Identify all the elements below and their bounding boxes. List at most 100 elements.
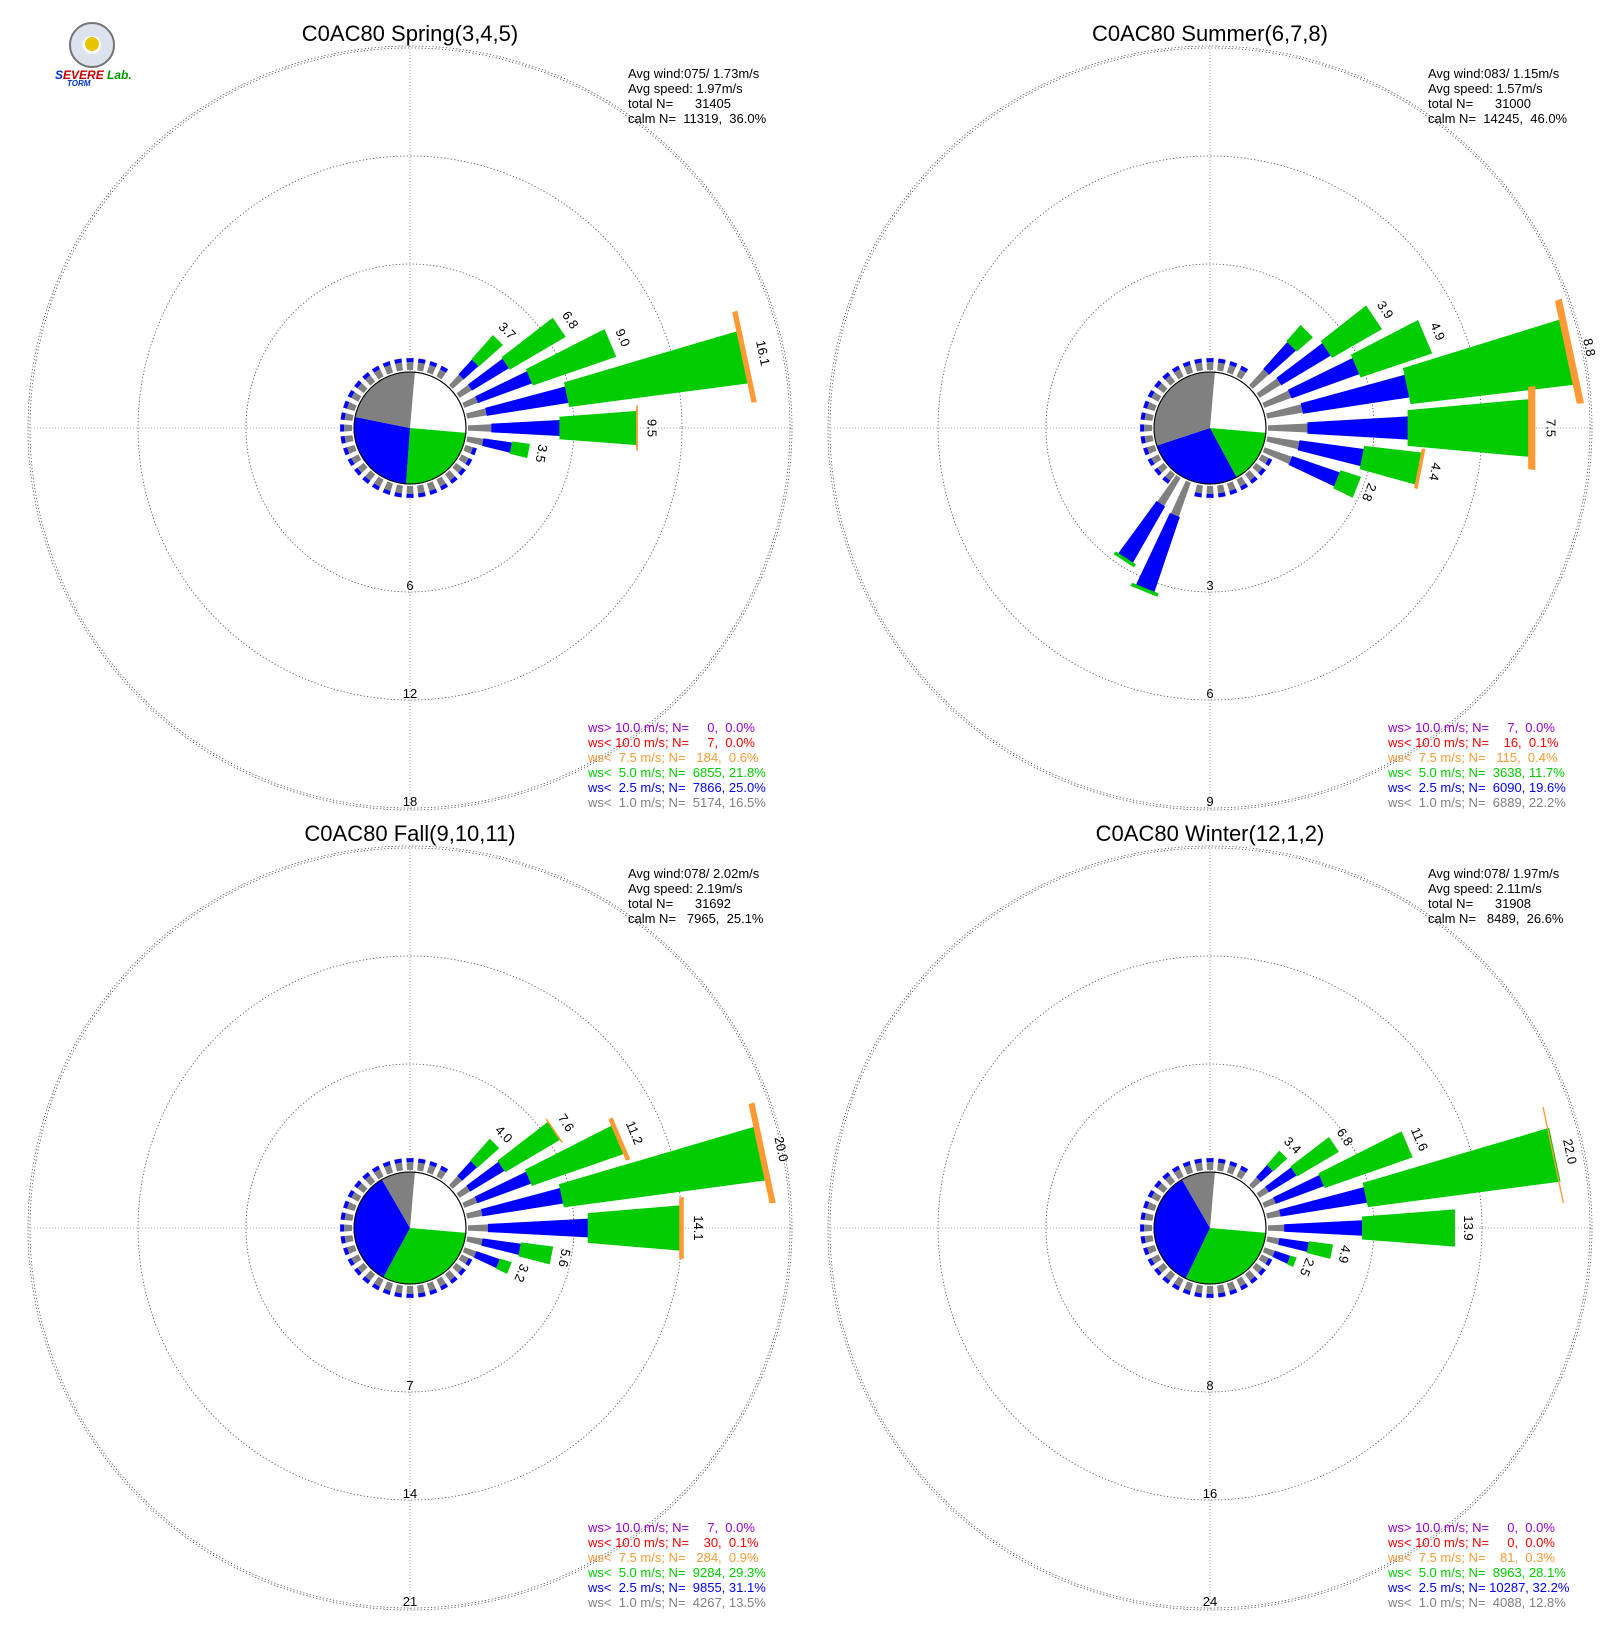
minor-petal-gray: [444, 470, 456, 481]
petal-segment-lt1: [1266, 1236, 1280, 1245]
petal-total-label: 13.9: [1461, 1215, 1476, 1240]
calm-pie-blue: [353, 417, 410, 484]
minor-petal-blue: [439, 1165, 449, 1173]
minor-petal-blue: [340, 424, 345, 432]
petal-total-label: 16.1: [753, 339, 773, 367]
minor-petal-gray: [1217, 1284, 1225, 1294]
minor-petal-gray: [384, 364, 394, 375]
petal-total-label: 8.8: [1580, 337, 1598, 358]
minor-petal-gray: [357, 382, 368, 394]
minor-petal-gray: [1146, 444, 1157, 454]
minor-petal-blue: [1182, 1288, 1191, 1295]
minor-petal-gray: [1252, 462, 1263, 474]
ring-label: 18: [403, 794, 417, 809]
petal-segment-lt7_5: [545, 1118, 563, 1144]
petal-segment-lt1: [1262, 1247, 1275, 1257]
calm-circle-outline: [353, 1171, 467, 1285]
petal-segment-lt2_5: [467, 358, 509, 391]
minor-petal-blue: [354, 1267, 362, 1276]
minor-petal-blue: [1239, 1283, 1249, 1291]
petal-segment-lt2_5: [1287, 358, 1360, 399]
minor-petal-gray: [1258, 1254, 1269, 1264]
minor-petal-gray: [458, 454, 469, 464]
minor-petal-gray: [426, 1164, 436, 1175]
severe-storm-lab-logo: SEVERE Lab. TORM: [55, 22, 145, 88]
minor-petal-gray: [406, 1162, 414, 1171]
petal-total-label: 3.9: [1374, 298, 1397, 321]
minor-petal-blue: [382, 361, 391, 368]
petal-segment-lt5: [1362, 1209, 1455, 1247]
petal-segment-lt5: [471, 335, 503, 367]
minor-petal-blue: [458, 467, 466, 476]
minor-petal-blue: [1162, 476, 1171, 484]
minor-petal-blue: [340, 436, 346, 444]
minor-petal-blue: [343, 1200, 350, 1209]
petal-segment-lt2_5: [485, 386, 569, 416]
calm-pie-gray: [1181, 1172, 1215, 1228]
minor-petal-gray: [1144, 413, 1154, 421]
legend-entry: ws< 5.0 m/s; N= 3638, 11.7%: [1387, 765, 1565, 780]
minor-petal-gray: [1144, 435, 1154, 443]
minor-petal-blue: [362, 1276, 371, 1284]
logo-wordmark: SEVERE Lab. TORM: [55, 68, 132, 88]
petal-segment-lt1: [1267, 1224, 1285, 1232]
stats-line: total N= 31692: [628, 896, 731, 911]
petal-segment-lt1: [462, 396, 478, 408]
petal-segment-lt2_5: [474, 1171, 532, 1204]
minor-petal-blue: [394, 492, 402, 498]
petal-segment-lt5: [1113, 551, 1136, 568]
minor-petal-gray: [344, 424, 353, 432]
petal-total-label: 9.5: [645, 419, 660, 437]
minor-petal-gray: [1164, 470, 1176, 481]
minor-petal-gray: [384, 1281, 394, 1292]
petal-segment-lt1: [1266, 404, 1303, 419]
minor-petal-gray: [417, 362, 425, 372]
stats-line: Avg wind:075/ 1.73m/s: [628, 66, 760, 81]
legend-entry: ws< 5.0 m/s; N= 6855, 21.8%: [587, 765, 766, 780]
minor-petal-blue: [1140, 1212, 1146, 1220]
petal-segment-lt5: [1362, 1127, 1561, 1208]
minor-petal-blue: [1154, 1267, 1162, 1276]
minor-petal-blue: [1182, 361, 1191, 368]
minor-petal-gray: [395, 484, 403, 494]
petal-segment-lt5: [558, 1126, 768, 1208]
minor-petal-blue: [1229, 1161, 1238, 1168]
minor-petal-gray: [436, 369, 446, 380]
minor-petal-blue: [362, 1172, 371, 1180]
petal-segment-lt5: [1350, 319, 1433, 378]
minor-petal-blue: [1147, 1257, 1155, 1267]
stats-line: total N= 31405: [628, 96, 731, 111]
minor-petal-blue: [1162, 1276, 1171, 1284]
petal-total-label: 6.8: [559, 308, 582, 331]
petal-total-label: 3.5: [533, 443, 551, 464]
logo-letter: TORM: [67, 79, 91, 88]
minor-petal-blue: [343, 400, 350, 409]
minor-petal-gray: [346, 1244, 357, 1254]
minor-petal-gray: [458, 1254, 469, 1264]
petal-segment-lt1: [466, 408, 487, 419]
petal-total-label: 5.6: [555, 1248, 573, 1269]
calm-pie-gray: [355, 372, 415, 428]
petal-segment-lt5: [1130, 582, 1159, 597]
minor-petal-gray: [395, 1162, 403, 1172]
petal-segment-lt2_5: [1273, 1175, 1325, 1204]
minor-petal-gray: [395, 1284, 403, 1294]
calm-circle-outline: [1153, 371, 1267, 485]
minor-petal-gray: [364, 1175, 376, 1186]
minor-petal-blue: [418, 1292, 426, 1298]
stats-line: Avg speed: 1.97m/s: [628, 81, 743, 96]
petal-segment-lt1: [466, 1209, 483, 1219]
minor-petal-gray: [351, 454, 362, 464]
petal-segment-lt5: [1333, 470, 1362, 498]
minor-petal-gray: [1206, 485, 1214, 494]
petal-segment-lt2_5: [1288, 456, 1340, 487]
petal-segment-lt1: [467, 1224, 488, 1232]
petal-segment-lt1: [462, 1247, 477, 1258]
minor-petal-blue: [354, 467, 362, 476]
minor-petal-blue: [382, 488, 391, 495]
ring-label: 21: [403, 1594, 417, 1609]
ring-label: 6: [1206, 686, 1213, 701]
minor-petal-gray: [452, 1262, 463, 1274]
petal-segment-lt5: [509, 441, 530, 459]
